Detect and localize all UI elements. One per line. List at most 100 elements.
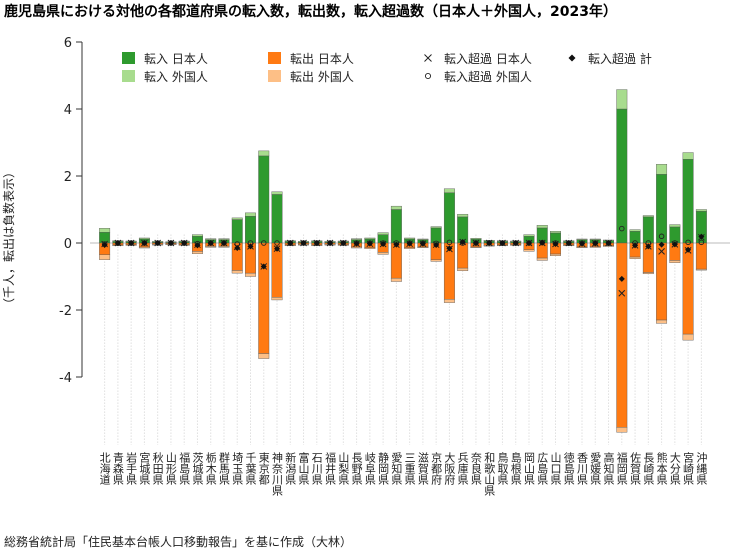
- bar-out-japanese: [656, 242, 668, 321]
- y-tick-label: 4: [64, 103, 72, 118]
- net-total-marker: [472, 240, 479, 246]
- bar-out-foreign: [231, 270, 243, 274]
- category-label: 山梨県: [337, 452, 350, 486]
- legend-label: 転出 外国人: [290, 70, 354, 84]
- legend-swatch: [122, 70, 135, 82]
- category-label: 長崎県: [642, 452, 655, 486]
- y-axis-label: （千人，転出は負数表示）: [1, 166, 16, 310]
- legend-item: 転入超過 外国人: [424, 69, 532, 84]
- net-foreign-marker: [261, 240, 267, 246]
- net-total-marker: [698, 233, 705, 240]
- source-footer: 総務省統計局「住民基本台帳人口移動報告」を基に作成（大林）: [4, 534, 352, 549]
- category-label: 愛媛県: [589, 452, 602, 486]
- net-total-marker: [605, 240, 612, 246]
- legend-item: 転入超過 計: [568, 51, 652, 66]
- bar-out-foreign: [682, 333, 694, 341]
- bar-in-japanese: [616, 108, 628, 244]
- bar-out-foreign: [523, 249, 535, 252]
- net-total-marker: [433, 242, 440, 249]
- bar-in-japanese: [682, 159, 694, 244]
- net-total-marker: [499, 240, 506, 246]
- category-label: 千葉県: [244, 452, 257, 486]
- net-total-marker: [645, 243, 652, 250]
- category-labels: 北海道 青森県 岩手県 宮城県 秋田県 山形県 福島県 茨城県 栃木県 群馬県 埼玉県 千葉県 東京都神…: [98, 451, 708, 497]
- category-label: 群馬県: [217, 451, 230, 486]
- bar-in-foreign: [695, 209, 707, 212]
- bar-out-foreign: [271, 297, 283, 301]
- net-total-marker: [446, 245, 453, 252]
- net-total-marker: [459, 238, 466, 245]
- bar-out-foreign: [390, 277, 402, 282]
- category-label: 栃木県: [204, 451, 217, 486]
- bar-out-foreign: [616, 427, 628, 433]
- bar-in-foreign: [616, 89, 628, 110]
- bar-in-foreign: [138, 237, 150, 240]
- bar-out-foreign: [642, 272, 654, 275]
- net-foreign-marker: [685, 239, 691, 246]
- net-total-marker: [618, 275, 625, 282]
- bar-out-japanese: [695, 242, 707, 270]
- net-total-marker: [128, 240, 135, 246]
- category-label: 徳島県: [562, 452, 575, 486]
- bar-out-japanese: [258, 242, 270, 354]
- bar-out-japanese: [682, 242, 694, 335]
- legend-item: 転入 日本人: [122, 52, 208, 66]
- category-label: 大分県: [668, 451, 681, 486]
- legend-swatch: [122, 52, 135, 64]
- category-label: 山形県: [164, 452, 177, 486]
- net-total-marker: [220, 240, 227, 246]
- net-total-marker: [525, 240, 532, 246]
- bar-in-foreign: [390, 205, 402, 210]
- net-total-marker: [419, 240, 426, 247]
- category-label: 埼玉県: [231, 451, 244, 486]
- bar-out-foreign: [695, 268, 707, 271]
- net-total-marker: [167, 240, 174, 246]
- category-label: 宮城県: [138, 451, 151, 486]
- bar-in-japanese: [642, 216, 654, 244]
- y-tick-label: -2: [59, 304, 72, 319]
- y-tick-label: -4: [59, 371, 72, 386]
- bar-in-foreign: [258, 150, 270, 157]
- net-total-marker: [114, 240, 121, 246]
- net-total-marker: [671, 241, 678, 248]
- bar-in-foreign: [417, 238, 429, 240]
- category-label: 東京都: [257, 452, 270, 485]
- net-total-marker: [313, 240, 320, 246]
- net-total-marker: [260, 263, 267, 270]
- legend-item: 転出 日本人: [268, 52, 354, 66]
- bar-in-foreign: [682, 152, 694, 160]
- bar-in-foreign: [457, 213, 469, 218]
- net-total-marker: [247, 243, 254, 250]
- legend-label: 転入 日本人: [144, 52, 208, 66]
- bar-out-foreign: [192, 251, 203, 254]
- legend-label: 転入超過 日本人: [444, 51, 532, 66]
- bar-in-foreign: [245, 212, 256, 217]
- net-foreign-marker: [619, 225, 625, 232]
- category-guides: [104, 234, 702, 445]
- bar-out-foreign: [99, 254, 111, 260]
- legend-label: 転出 日本人: [290, 52, 354, 66]
- category-label: 岡山県: [522, 452, 535, 486]
- category-label: 奈良県: [469, 451, 482, 486]
- bar-in-japanese: [258, 155, 270, 244]
- category-label: 沖縄県: [695, 452, 708, 486]
- y-tick-label: 6: [64, 36, 72, 51]
- net-total-marker: [658, 241, 665, 248]
- legend-circle-marker: [424, 72, 432, 80]
- bar-out-foreign: [138, 246, 150, 249]
- category-label: 北海道: [98, 452, 111, 485]
- category-label: 和歌山県: [483, 452, 496, 497]
- legend-cross-marker: [424, 54, 432, 62]
- bar-in-foreign: [218, 238, 230, 240]
- bar-out-foreign: [364, 247, 376, 249]
- net-total-marker: [207, 240, 214, 246]
- net-total-marker: [685, 246, 692, 253]
- net-total-marker: [101, 242, 108, 249]
- bar-in-foreign: [364, 237, 376, 240]
- category-label: 愛知県: [390, 452, 403, 486]
- bar-out-foreign: [245, 272, 256, 277]
- bar-out-foreign: [589, 246, 601, 248]
- bar-out-foreign: [470, 246, 482, 249]
- net-total-marker: [194, 242, 201, 249]
